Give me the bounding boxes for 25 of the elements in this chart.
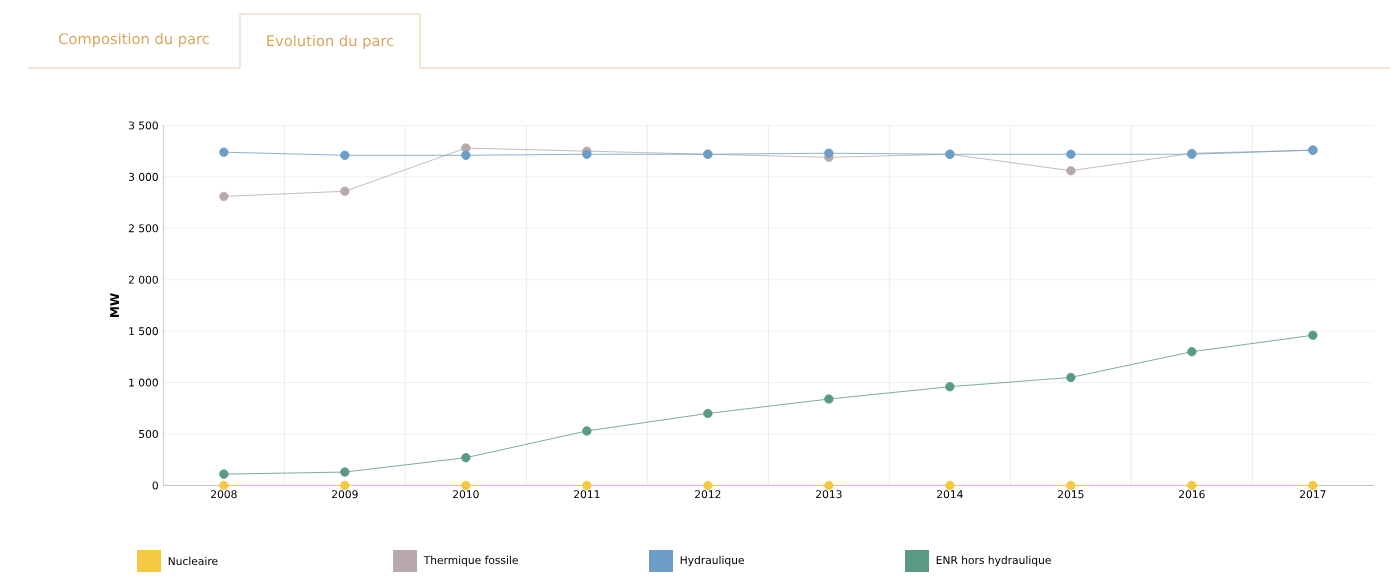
chart-title: Evolution du parc: [267, 34, 394, 50]
y-tick-label: 3 000: [128, 172, 158, 181]
y-tick-label: 2 500: [128, 224, 158, 233]
x-tick-label: 2012: [695, 490, 721, 499]
x-tick-label: 2013: [816, 490, 842, 499]
y-tick-label: 2 000: [128, 275, 158, 284]
x-tick-label: 2009: [332, 490, 358, 499]
y-tick-label: 1 500: [129, 327, 158, 336]
y-tick-label: 0: [152, 481, 158, 490]
legend-label: ENR hors hydraulique: [936, 555, 1051, 567]
legend-label: Nucleaire: [168, 556, 218, 566]
x-tick-label: 2010: [453, 490, 479, 499]
x-tick-label: 2015: [1058, 490, 1084, 499]
y-axis-title: MW: [110, 293, 119, 317]
y-tick-label: 500: [139, 429, 158, 439]
y-tick-label: 1 000: [129, 378, 158, 387]
text: Composition du parc: [59, 32, 209, 48]
x-tick-label: 2011: [574, 490, 600, 499]
x-tick-label: 2016: [1179, 490, 1205, 499]
x-tick-label: 2014: [937, 490, 963, 499]
x-tick-label: 2008: [211, 490, 237, 499]
y-tick-label: 3 500: [128, 121, 158, 130]
x-tick-label: 2017: [1300, 490, 1326, 499]
legend-label: Hydraulique: [680, 555, 744, 567]
legend-label: Thermique fossile: [423, 555, 518, 567]
